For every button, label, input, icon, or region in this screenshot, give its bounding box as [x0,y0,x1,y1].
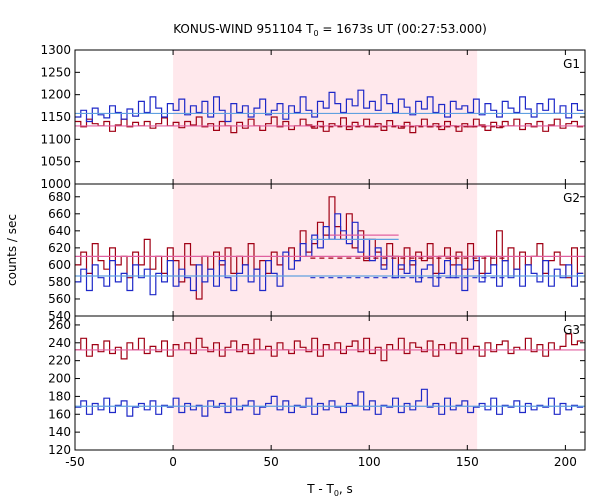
y-tick-label: 240 [48,336,71,350]
x-tick-label: 100 [358,455,381,469]
y-tick-label: 640 [48,224,71,238]
plot-layer: 1000105011001150120012501300G15405605806… [40,43,586,469]
y-tick-label: 1300 [40,43,71,57]
series-blue-g3 [75,388,584,417]
y-tick-label: 620 [48,241,71,255]
y-tick-label: 260 [48,318,71,332]
panel-label: G2 [563,191,580,205]
panel-g1: 1000 1050 1100 1150 1200 1250 1300 G1 [40,43,586,191]
y-tick-label: 560 [48,292,71,306]
y-tick-label: 180 [48,389,71,403]
x-tick-label: -50 [65,455,85,469]
y-tick-label: 200 [48,372,71,386]
y-tick-label: 580 [48,275,71,289]
panel-g3: 120 140 160 180 200 220 240 260 -50 0 50 100 150 200 G… [48,315,586,469]
x-axis-label-sub: 0 [334,489,339,498]
y-tick-label: 160 [48,407,71,421]
panel-g2: 540 560 580 600 620 640 660 680 G2 [48,183,586,323]
x-tick-label: 50 [264,455,279,469]
x-axis-label: T - T0, s [306,482,353,498]
y-tick-label: 540 [48,309,71,323]
y-tick-label: 220 [48,354,71,368]
x-tick-label: 150 [456,455,479,469]
chart-title-rest: = 1673s UT (00:27:53.000) [319,22,487,36]
chart-title-main: KONUS-WIND 951104 T [173,22,314,36]
y-tick-label: 1100 [40,132,71,146]
y-tick-label: 660 [48,207,71,221]
series-red-g2 [75,196,584,300]
highlight-interval [173,50,478,450]
x-axis-label-rest: , s [339,482,353,496]
x-axis-label-main: T - T [306,482,334,496]
series-blue-g1 [75,89,584,123]
y-tick-label: 140 [48,425,71,439]
y-axis-label: counts / sec [5,214,19,286]
y-tick-label: 120 [48,443,71,457]
panel-label: G3 [563,323,580,337]
y-tick-label: 600 [48,258,71,272]
y-tick-label: 1150 [40,110,71,124]
panel-label: G1 [563,57,580,71]
y-tick-label: 1000 [40,177,71,191]
y-tick-label: 1050 [40,155,71,169]
y-tick-label: 680 [48,190,71,204]
x-tick-label: 0 [169,455,177,469]
series-blue-g2 [75,213,584,296]
chart-title: KONUS-WIND 951104 T0 = 1673s UT (00:27:5… [173,22,487,38]
y-tick-label: 1250 [40,65,71,79]
panel-frame [74,315,586,451]
y-tick-label: 1200 [40,88,71,102]
series-red-g1 [75,116,584,134]
chart-title-sub: 0 [313,29,318,38]
x-tick-label: 200 [554,455,577,469]
